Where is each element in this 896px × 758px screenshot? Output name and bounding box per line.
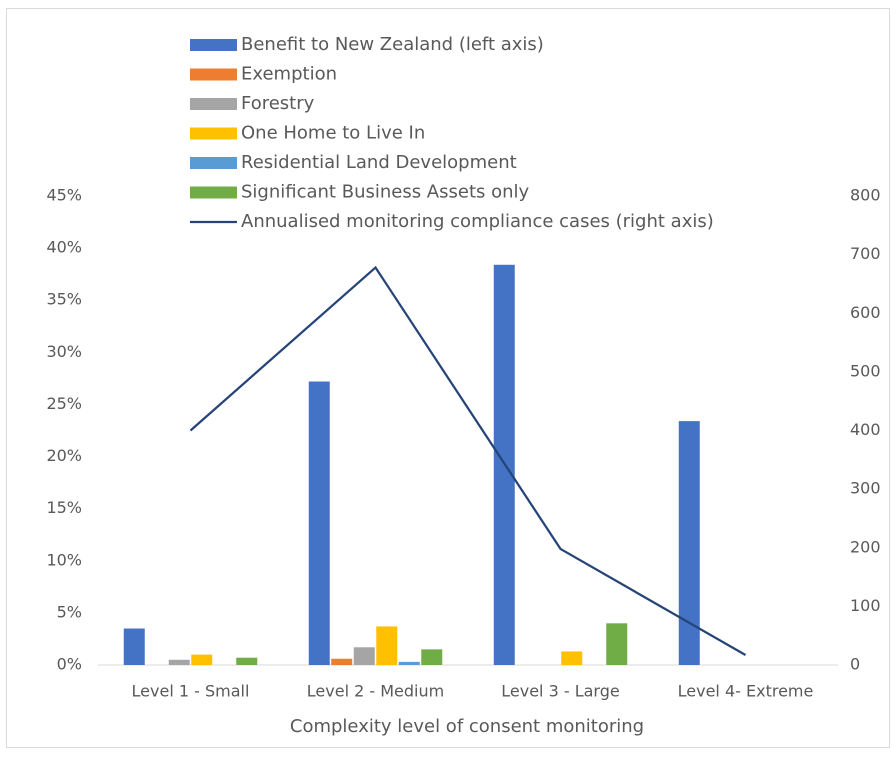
y2-tick-label: 500 [850, 361, 881, 380]
bar [606, 623, 628, 665]
y2-tick-label: 400 [850, 420, 881, 439]
legend-swatch [190, 39, 237, 51]
bar [376, 626, 398, 665]
x-axis-title: Complexity level of consent monitoring [290, 716, 644, 737]
x-tick-label: Level 2 - Medium [307, 682, 444, 701]
legend-label: Annualised monitoring compliance cases (… [241, 211, 714, 232]
bar [123, 628, 145, 665]
bar [308, 381, 330, 665]
legend-swatch [190, 186, 237, 199]
bar [353, 647, 375, 665]
y-tick-label: 40% [46, 238, 82, 257]
bar [678, 421, 700, 665]
y-tick-label: 10% [46, 550, 82, 569]
line-series [189, 265, 747, 657]
y2-tick-label: 600 [850, 303, 881, 322]
legend-swatch [190, 98, 237, 110]
legend-label: Forestry [241, 93, 315, 114]
legend-swatch [190, 68, 237, 81]
y2-tick-label: 700 [850, 244, 881, 263]
y-tick-label: 0% [57, 655, 82, 674]
y-tick-label: 30% [46, 342, 82, 361]
legend-swatch [190, 127, 237, 140]
bar [236, 657, 258, 665]
bar [398, 661, 420, 665]
bar [421, 649, 443, 665]
bar [168, 659, 190, 665]
legend-label: Exemption [241, 64, 337, 85]
legend-label: Residential Land Development [241, 152, 517, 173]
y2-tick-label: 300 [850, 479, 881, 498]
x-tick-label: Level 1 - Small [132, 682, 250, 701]
y-tick-label: 20% [46, 446, 82, 465]
legend-swatch [190, 157, 237, 169]
y-tick-label: 15% [46, 498, 82, 517]
y2-tick-label: 100 [850, 596, 881, 615]
y2-tick-label: 800 [850, 186, 881, 205]
legend-label: Significant Business Assets only [241, 182, 530, 203]
bar [331, 658, 353, 665]
y-tick-label: 45% [46, 186, 82, 205]
y-tick-label: 25% [46, 394, 82, 413]
y-tick-label: 5% [57, 602, 82, 621]
y-tick-label: 35% [46, 290, 82, 309]
x-tick-label: Level 3 - Large [501, 682, 619, 701]
legend-label: Benefit to New Zealand (left axis) [241, 34, 544, 55]
bar [561, 651, 583, 665]
bar [191, 654, 213, 665]
legend-label: One Home to Live In [241, 123, 425, 144]
x-tick-label: Level 4- Extreme [678, 682, 814, 701]
y2-tick-label: 200 [850, 537, 881, 556]
y2-tick-label: 0 [850, 655, 860, 674]
